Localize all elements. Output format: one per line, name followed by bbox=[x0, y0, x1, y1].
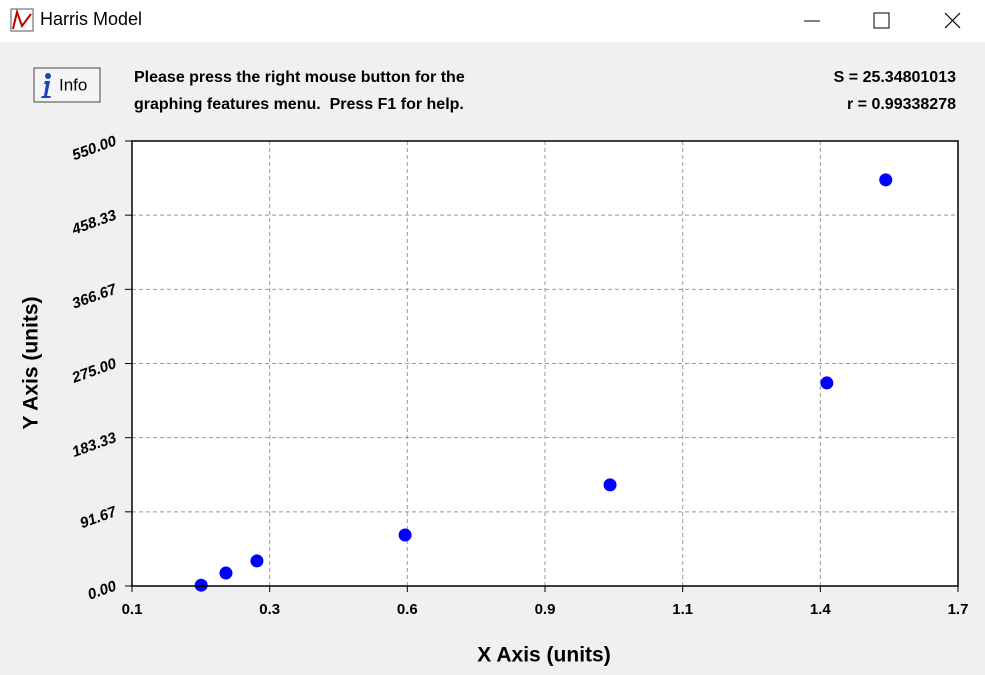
data-point bbox=[603, 478, 617, 492]
x-tick-label: 0.1 bbox=[122, 601, 143, 618]
data-point bbox=[219, 566, 233, 580]
info-label[interactable]: Info bbox=[59, 75, 87, 94]
data-point bbox=[250, 554, 264, 568]
data-point bbox=[194, 578, 208, 592]
maximize-button[interactable] bbox=[873, 12, 890, 29]
x-tick-label: 1.7 bbox=[948, 601, 969, 618]
title-bar bbox=[0, 0, 985, 42]
x-tick-label: 1.1 bbox=[672, 601, 693, 618]
data-point bbox=[879, 173, 893, 187]
y-tick-label: 366.67 bbox=[70, 281, 120, 313]
y-tick-label: 275.00 bbox=[69, 355, 119, 387]
data-point bbox=[398, 528, 412, 542]
marks bbox=[194, 173, 893, 592]
data-point bbox=[820, 376, 834, 390]
x-tick-label: 0.3 bbox=[259, 601, 280, 618]
fit-stat: S = 25.34801013 bbox=[834, 69, 956, 86]
x-tick-label: 1.4 bbox=[810, 601, 832, 618]
x-axis-label: X Axis (units) bbox=[477, 644, 610, 667]
app-icon bbox=[10, 8, 34, 32]
y-tick-label: 458.33 bbox=[69, 206, 119, 238]
plot-border bbox=[131, 140, 959, 587]
x-tick-label: 0.6 bbox=[397, 601, 418, 618]
window-title: Harris Model bbox=[40, 9, 142, 29]
y-tick-label: 91.67 bbox=[78, 503, 120, 532]
info-button[interactable]: Info bbox=[33, 67, 101, 103]
close-button[interactable] bbox=[944, 12, 961, 29]
y-tick-label: 0.00 bbox=[85, 577, 119, 603]
help-message: Please press the right mouse button for … bbox=[134, 69, 465, 86]
y-tick-label: 183.33 bbox=[70, 429, 120, 461]
y-axis-label: Y Axis (units) bbox=[20, 296, 43, 429]
x-tick-label: 0.9 bbox=[535, 601, 556, 618]
help-message: graphing features menu. Press F1 for hel… bbox=[134, 96, 464, 113]
y-tick-label: 550.00 bbox=[70, 132, 120, 164]
fit-stat: r = 0.99338278 bbox=[847, 96, 956, 113]
